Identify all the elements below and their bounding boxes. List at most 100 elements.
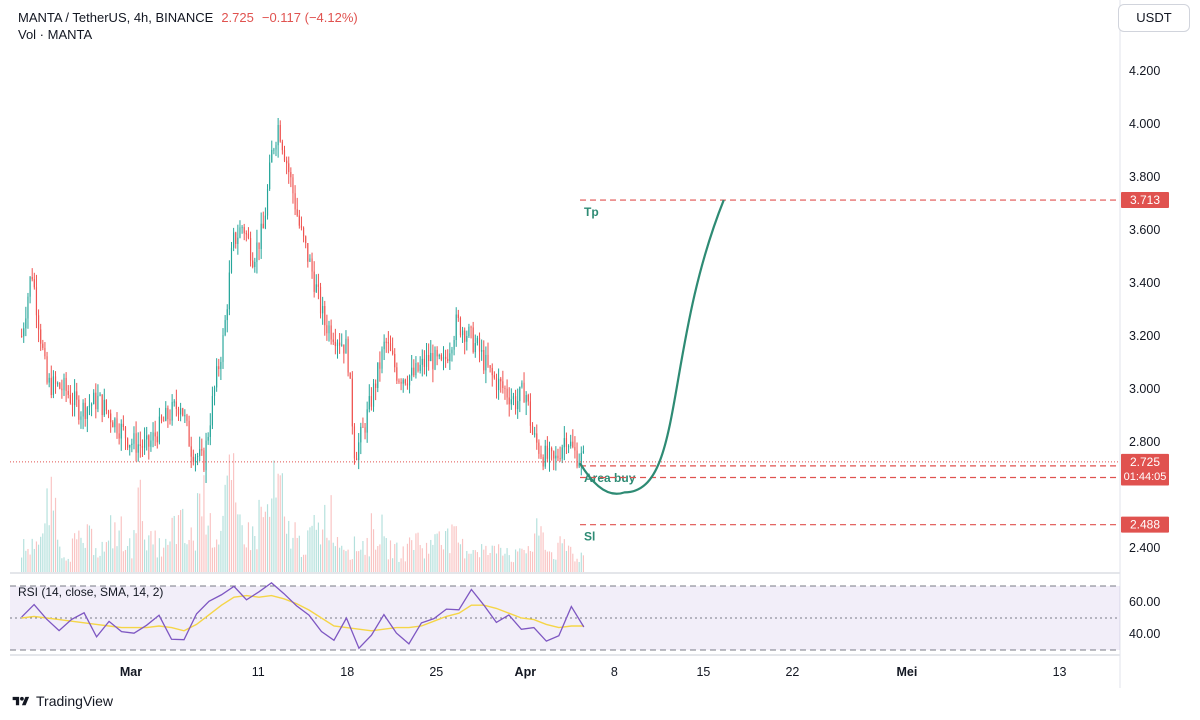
candle-body xyxy=(296,209,298,216)
candle-body xyxy=(495,377,498,391)
candle-body xyxy=(65,377,67,391)
volume-bar xyxy=(184,543,186,572)
candle-body xyxy=(44,347,46,357)
candle-body xyxy=(372,383,375,407)
candle-body xyxy=(203,450,205,471)
candle-body xyxy=(474,343,476,353)
volume-bar xyxy=(523,549,525,572)
volume-bar xyxy=(283,516,286,572)
candle-body xyxy=(112,422,114,428)
projection-curve xyxy=(579,199,725,495)
level-label: Area buy xyxy=(584,471,636,485)
rsi-legend[interactable]: RSI (14, close, SMA, 14, 2) xyxy=(18,585,164,599)
volume-bar xyxy=(173,515,175,572)
candle-body xyxy=(415,363,417,376)
candle-body xyxy=(561,447,563,459)
candle-body xyxy=(288,163,290,173)
price-tick-label: 4.000 xyxy=(1129,117,1160,131)
candle-body xyxy=(434,349,436,370)
candle-body xyxy=(555,455,557,459)
time-tick-label: 18 xyxy=(340,665,354,679)
volume-bar xyxy=(275,497,277,572)
time-axis[interactable]: Mar 11 18 25 Apr 8 15 22 Mei 13 xyxy=(120,665,1067,679)
volume-bar xyxy=(69,561,71,572)
volume-bar xyxy=(531,551,534,572)
candles-series xyxy=(21,117,584,483)
volume-bar xyxy=(347,549,349,572)
candle-body xyxy=(188,420,190,447)
volume-bar xyxy=(510,561,512,572)
candle-body xyxy=(54,376,57,384)
candle-body xyxy=(544,445,546,467)
candle-body xyxy=(63,377,65,391)
candle-body xyxy=(305,236,307,244)
time-tick-label: Apr xyxy=(515,665,537,679)
candle-body xyxy=(470,326,472,328)
candle-body xyxy=(196,455,199,457)
volume-bar xyxy=(434,534,436,572)
volume-bar xyxy=(226,475,228,572)
candle-body xyxy=(510,399,512,405)
candle-body xyxy=(213,387,216,396)
volume-bar xyxy=(366,537,368,572)
volume-bar xyxy=(211,547,213,572)
volume-bar xyxy=(298,535,300,572)
candle-body xyxy=(326,325,328,334)
volume-bar xyxy=(311,525,313,572)
volume-bar xyxy=(565,550,568,572)
candle-body xyxy=(114,418,116,428)
candle-body xyxy=(137,444,139,453)
volume-bar xyxy=(493,545,495,572)
volume-bar xyxy=(430,539,432,572)
symbol-title[interactable]: MANTA / TetherUS, 4h, BINANCE xyxy=(18,10,214,25)
volume-bar xyxy=(551,552,553,572)
volume-bar xyxy=(294,522,296,572)
candle-body xyxy=(570,441,572,447)
candle-body xyxy=(190,446,192,457)
volume-bar xyxy=(542,532,544,572)
candle-body xyxy=(512,396,515,400)
candle-body xyxy=(383,341,385,350)
volume-bar xyxy=(336,537,339,572)
candle-body xyxy=(493,375,495,378)
volume-bar xyxy=(129,538,131,572)
candle-body xyxy=(31,277,33,280)
volume-bar xyxy=(425,542,428,572)
candle-body xyxy=(67,390,69,395)
candle-body xyxy=(381,349,383,369)
candle-body xyxy=(580,452,582,463)
volume-bar xyxy=(33,548,35,572)
currency-button[interactable]: USDT xyxy=(1118,4,1190,32)
candle-body xyxy=(394,353,396,368)
volume-bar xyxy=(345,551,347,572)
volume-legend[interactable]: Vol · MANTA xyxy=(18,27,93,42)
volume-bar xyxy=(27,548,29,572)
candle-body xyxy=(449,353,451,362)
price-axis[interactable]: 4.200 4.000 3.800 3.600 3.400 3.200 3.000 2.800… xyxy=(1129,64,1160,555)
candle-body xyxy=(472,327,474,353)
candle-body xyxy=(235,232,237,244)
candle-body xyxy=(167,407,169,420)
candle-body xyxy=(294,193,296,210)
volume-bar xyxy=(445,531,447,572)
candle-body xyxy=(353,426,356,459)
volume-bar xyxy=(309,527,311,572)
volume-bar xyxy=(548,551,551,572)
candle-body xyxy=(184,415,186,417)
volume-bar xyxy=(165,538,167,572)
candle-body xyxy=(455,314,457,341)
volume-bar xyxy=(428,553,430,572)
volume-bar xyxy=(258,499,260,572)
volume-bar xyxy=(228,454,230,572)
candle-body xyxy=(199,449,201,456)
current-price-tag-text: 2.725 xyxy=(1130,455,1160,469)
volume-bar xyxy=(148,535,150,572)
candle-body xyxy=(211,395,213,426)
tradingview-logo[interactable]: TradingView xyxy=(10,693,113,709)
candle-body xyxy=(525,395,527,403)
candle-body xyxy=(436,349,438,357)
volume-bar xyxy=(209,513,211,572)
candle-body xyxy=(300,225,303,228)
candle-body xyxy=(224,320,226,336)
